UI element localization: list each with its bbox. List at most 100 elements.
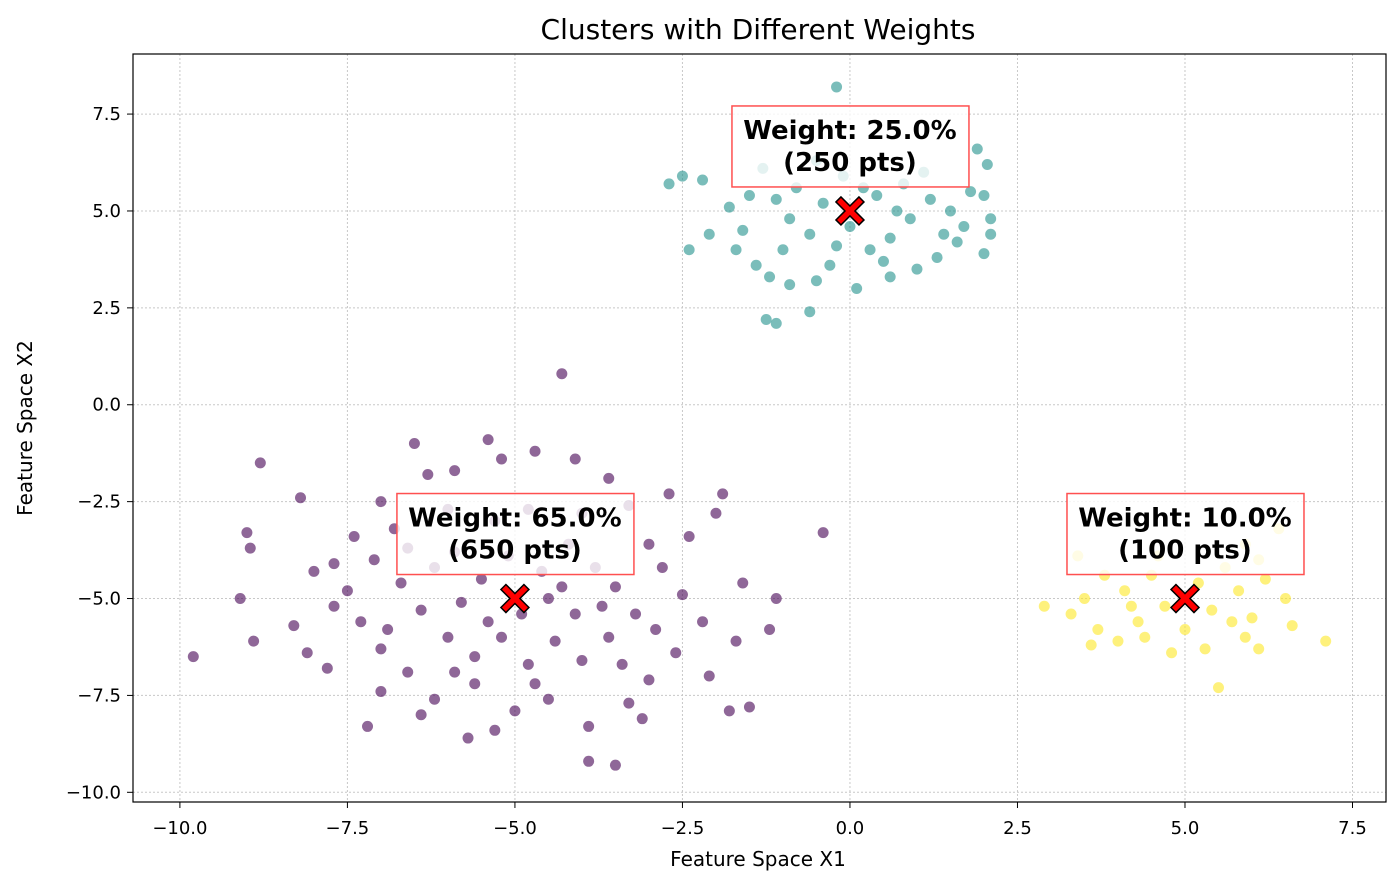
data-point bbox=[844, 220, 856, 232]
data-point bbox=[810, 275, 822, 287]
data-point bbox=[569, 453, 581, 465]
data-point bbox=[824, 259, 836, 271]
data-point bbox=[831, 240, 843, 252]
data-point bbox=[938, 228, 950, 240]
annotation-box bbox=[1066, 492, 1305, 576]
data-point bbox=[904, 213, 916, 225]
data-point bbox=[556, 581, 568, 593]
data-point bbox=[475, 573, 487, 585]
data-point bbox=[978, 189, 990, 201]
data-point bbox=[630, 608, 642, 620]
data-point bbox=[569, 608, 581, 620]
data-point bbox=[770, 317, 782, 329]
data-point bbox=[529, 445, 541, 457]
data-point bbox=[683, 244, 695, 256]
x-tick-label: 7.5 bbox=[1338, 818, 1367, 839]
data-point bbox=[234, 593, 246, 605]
data-point bbox=[442, 631, 454, 643]
data-point bbox=[743, 189, 755, 201]
data-point bbox=[415, 709, 427, 721]
data-point bbox=[616, 658, 628, 670]
x-axis-label: Feature Space X1 bbox=[670, 847, 846, 871]
data-point bbox=[965, 186, 977, 198]
data-point bbox=[1279, 593, 1291, 605]
data-point bbox=[609, 581, 621, 593]
data-point bbox=[643, 674, 655, 686]
data-point bbox=[469, 651, 481, 663]
y-tick-label: −7.5 bbox=[77, 685, 121, 706]
data-point bbox=[355, 616, 367, 628]
data-point bbox=[1132, 616, 1144, 628]
data-point bbox=[603, 472, 615, 484]
data-point bbox=[951, 236, 963, 248]
data-point bbox=[496, 631, 508, 643]
data-point bbox=[375, 686, 387, 698]
data-point bbox=[402, 666, 414, 678]
data-point bbox=[884, 232, 896, 244]
data-point bbox=[489, 724, 501, 736]
data-point bbox=[884, 271, 896, 283]
y-tick-label: 5.0 bbox=[92, 201, 121, 222]
data-point bbox=[831, 81, 843, 93]
y-tick-label: 2.5 bbox=[92, 298, 121, 319]
annotation-box bbox=[731, 105, 970, 188]
data-point bbox=[455, 596, 467, 608]
data-point bbox=[375, 496, 387, 508]
data-point bbox=[1112, 635, 1124, 647]
center-marker bbox=[834, 195, 866, 227]
data-point bbox=[737, 224, 749, 236]
data-point bbox=[924, 193, 936, 205]
data-point bbox=[871, 189, 883, 201]
data-point bbox=[636, 713, 648, 725]
data-point bbox=[1286, 620, 1298, 632]
data-point bbox=[241, 527, 253, 539]
data-point bbox=[703, 670, 715, 682]
data-point bbox=[449, 666, 461, 678]
data-point bbox=[529, 678, 541, 690]
data-point bbox=[254, 457, 266, 469]
data-point bbox=[730, 244, 742, 256]
data-point bbox=[382, 624, 394, 636]
data-point bbox=[1239, 631, 1251, 643]
data-point bbox=[1078, 593, 1090, 605]
data-point bbox=[422, 469, 434, 481]
data-point bbox=[328, 600, 340, 612]
annotations: Weight: 65.0%(650 pts) Weight: 25.0%(250 … bbox=[396, 105, 1305, 614]
annotation-text: Weight: 10.0% bbox=[1078, 504, 1292, 534]
data-point bbox=[1085, 639, 1097, 651]
data-point bbox=[522, 658, 534, 670]
ticks: −10.0 −7.5 −5.0 −2.5 0.0 2.5 5.0 7.5 −10.0 −7.5 −5… bbox=[66, 104, 1367, 839]
data-point bbox=[703, 228, 715, 240]
data-point bbox=[723, 705, 735, 717]
data-point bbox=[1139, 631, 1151, 643]
data-point bbox=[697, 174, 709, 186]
data-point bbox=[743, 701, 755, 713]
data-point bbox=[864, 244, 876, 256]
data-point bbox=[321, 662, 333, 674]
data-point bbox=[1179, 624, 1191, 636]
data-point bbox=[1125, 600, 1137, 612]
data-point bbox=[341, 585, 353, 597]
data-point bbox=[978, 248, 990, 260]
plot-frame bbox=[132, 53, 1387, 803]
data-point bbox=[958, 220, 970, 232]
data-point bbox=[931, 251, 943, 263]
data-point bbox=[429, 693, 441, 705]
annotation-text: (250 pts) bbox=[783, 148, 917, 178]
annotation-text: (650 pts) bbox=[448, 536, 582, 566]
data-point bbox=[697, 616, 709, 628]
data-point bbox=[877, 255, 889, 267]
data-point bbox=[760, 313, 772, 325]
data-point bbox=[288, 620, 300, 632]
data-point bbox=[911, 263, 923, 275]
data-point bbox=[770, 193, 782, 205]
data-point bbox=[1065, 608, 1077, 620]
data-point bbox=[817, 527, 829, 539]
data-point bbox=[750, 259, 762, 271]
data-point bbox=[770, 593, 782, 605]
data-point bbox=[1119, 585, 1131, 597]
data-point bbox=[817, 197, 829, 209]
data-point bbox=[328, 558, 340, 570]
data-point bbox=[985, 213, 997, 225]
